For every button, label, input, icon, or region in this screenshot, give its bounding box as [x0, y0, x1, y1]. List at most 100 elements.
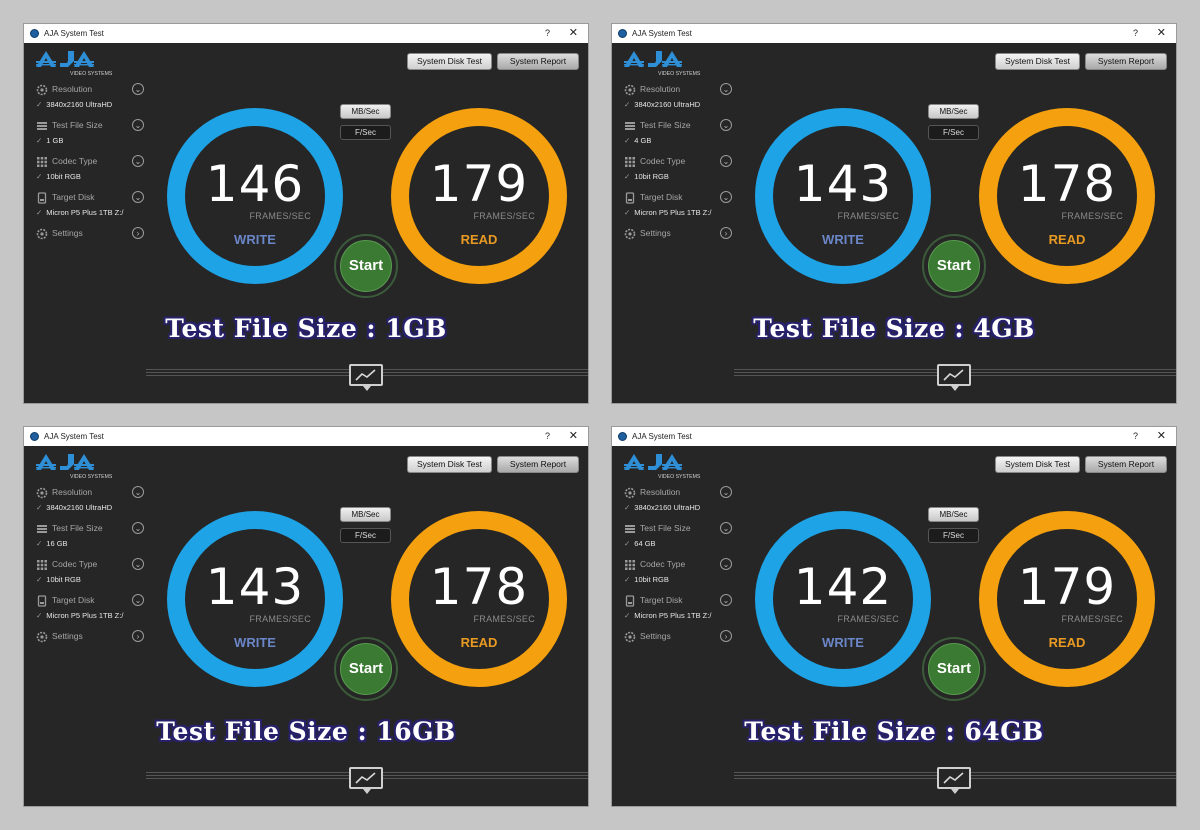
- chevron-right-icon[interactable]: ›: [132, 227, 144, 239]
- system-report-button[interactable]: System Report: [497, 53, 579, 70]
- help-button[interactable]: ?: [544, 28, 550, 38]
- start-button[interactable]: Start: [340, 643, 392, 695]
- close-button[interactable]: ✕: [1156, 27, 1166, 39]
- check-icon: ✓: [36, 539, 43, 548]
- close-button[interactable]: ✕: [568, 430, 578, 442]
- gear-icon: [624, 228, 636, 240]
- window-title: AJA System Test: [632, 432, 692, 441]
- f-sec-button[interactable]: F/Sec: [928, 528, 979, 543]
- target-disk-value: ✓ Micron P5 Plus 1TB Z:/: [36, 611, 124, 620]
- chevron-down-icon[interactable]: ⌄: [720, 155, 732, 167]
- graph-toggle-button[interactable]: [937, 364, 971, 391]
- help-button[interactable]: ?: [544, 431, 550, 441]
- chevron-down-icon[interactable]: ⌄: [720, 119, 732, 131]
- check-icon: ✓: [624, 136, 631, 145]
- test-caption: Test File Size : 64GB: [744, 717, 1044, 746]
- f-sec-button[interactable]: F/Sec: [340, 528, 391, 543]
- chevron-down-icon[interactable]: ⌄: [720, 486, 732, 498]
- mb-sec-button[interactable]: MB/Sec: [928, 104, 979, 119]
- chevron-down-icon[interactable]: ⌄: [132, 486, 144, 498]
- target-disk-selector[interactable]: Target Disk ⌄: [34, 593, 154, 609]
- settings-label: Settings: [640, 228, 671, 238]
- logo-subtext: VIDEO SYSTEMS: [658, 474, 701, 480]
- graph-icon: [355, 369, 376, 381]
- mb-sec-button[interactable]: MB/Sec: [340, 507, 391, 522]
- file-size-selector[interactable]: Test File Size ⌄: [622, 118, 742, 134]
- file-stack-icon: [37, 122, 47, 130]
- help-button[interactable]: ?: [1132, 28, 1138, 38]
- test-caption: Test File Size : 1GB: [165, 314, 447, 343]
- chevron-down-icon[interactable]: ⌄: [132, 83, 144, 95]
- read-label: READ: [1048, 635, 1086, 650]
- graph-toggle-button[interactable]: [349, 767, 383, 794]
- mb-sec-button[interactable]: MB/Sec: [340, 104, 391, 119]
- grid-icon: [37, 157, 47, 167]
- resolution-value: ✓ 3840x2160 UltraHD: [36, 100, 113, 109]
- chevron-right-icon[interactable]: ›: [132, 630, 144, 642]
- codec-selector[interactable]: Codec Type ⌄: [622, 154, 742, 170]
- settings-item[interactable]: Settings ›: [34, 629, 154, 645]
- target-disk-selector[interactable]: Target Disk ⌄: [34, 190, 154, 206]
- start-button[interactable]: Start: [928, 643, 980, 695]
- chevron-right-icon[interactable]: ›: [720, 630, 732, 642]
- graph-toggle-button[interactable]: [937, 767, 971, 794]
- app-icon: [618, 29, 627, 38]
- chevron-down-icon[interactable]: ⌄: [132, 522, 144, 534]
- mb-sec-button[interactable]: MB/Sec: [928, 507, 979, 522]
- file-size-selector[interactable]: Test File Size ⌄: [622, 521, 742, 537]
- chevron-down-icon[interactable]: ⌄: [720, 522, 732, 534]
- file-size-selector[interactable]: Test File Size ⌄: [34, 521, 154, 537]
- help-button[interactable]: ?: [1132, 431, 1138, 441]
- f-sec-button[interactable]: F/Sec: [340, 125, 391, 140]
- chevron-down-icon[interactable]: ⌄: [720, 558, 732, 570]
- chevron-down-icon[interactable]: ⌄: [720, 191, 732, 203]
- settings-item[interactable]: Settings ›: [622, 226, 742, 242]
- settings-label: Settings: [52, 228, 83, 238]
- file-size-label: Test File Size: [52, 120, 103, 130]
- settings-item[interactable]: Settings ›: [622, 629, 742, 645]
- target-disk-value: ✓ Micron P5 Plus 1TB Z:/: [624, 208, 712, 217]
- system-report-button[interactable]: System Report: [1085, 53, 1167, 70]
- close-button[interactable]: ✕: [1156, 430, 1166, 442]
- graph-toggle-button[interactable]: [349, 364, 383, 391]
- target-disk-label: Target Disk: [640, 595, 683, 605]
- aja-logo: VIDEO SYSTEMS: [34, 49, 126, 77]
- resolution-selector[interactable]: Resolution ⌄: [622, 82, 742, 98]
- system-disk-test-button[interactable]: System Disk Test: [407, 53, 492, 70]
- settings-item[interactable]: Settings ›: [34, 226, 154, 242]
- check-icon: ✓: [624, 503, 631, 512]
- close-button[interactable]: ✕: [568, 27, 578, 39]
- start-button[interactable]: Start: [928, 240, 980, 292]
- resolution-selector[interactable]: Resolution ⌄: [622, 485, 742, 501]
- system-report-button[interactable]: System Report: [1085, 456, 1167, 473]
- system-report-button[interactable]: System Report: [497, 456, 579, 473]
- start-button-ring: Start: [922, 637, 986, 701]
- system-disk-test-button[interactable]: System Disk Test: [995, 53, 1080, 70]
- file-stack-icon: [37, 525, 47, 533]
- gear-icon: [36, 228, 48, 240]
- chevron-down-icon[interactable]: ⌄: [132, 155, 144, 167]
- grid-icon: [625, 157, 635, 167]
- chevron-down-icon[interactable]: ⌄: [132, 558, 144, 570]
- f-sec-button[interactable]: F/Sec: [928, 125, 979, 140]
- chevron-down-icon[interactable]: ⌄: [720, 594, 732, 606]
- chevron-down-icon[interactable]: ⌄: [720, 83, 732, 95]
- chevron-down-icon[interactable]: ⌄: [132, 191, 144, 203]
- resolution-label: Resolution: [52, 84, 93, 94]
- chevron-down-icon[interactable]: ⌄: [132, 594, 144, 606]
- target-disk-selector[interactable]: Target Disk ⌄: [622, 190, 742, 206]
- chevron-down-icon[interactable]: ⌄: [132, 119, 144, 131]
- start-button[interactable]: Start: [340, 240, 392, 292]
- system-disk-test-button[interactable]: System Disk Test: [407, 456, 492, 473]
- codec-selector[interactable]: Codec Type ⌄: [34, 154, 154, 170]
- file-size-selector[interactable]: Test File Size ⌄: [34, 118, 154, 134]
- grid-icon: [37, 560, 47, 570]
- start-button-ring: Start: [922, 234, 986, 298]
- system-disk-test-button[interactable]: System Disk Test: [995, 456, 1080, 473]
- target-disk-selector[interactable]: Target Disk ⌄: [622, 593, 742, 609]
- resolution-selector[interactable]: Resolution ⌄: [34, 82, 154, 98]
- codec-selector[interactable]: Codec Type ⌄: [34, 557, 154, 573]
- chevron-right-icon[interactable]: ›: [720, 227, 732, 239]
- codec-selector[interactable]: Codec Type ⌄: [622, 557, 742, 573]
- resolution-selector[interactable]: Resolution ⌄: [34, 485, 154, 501]
